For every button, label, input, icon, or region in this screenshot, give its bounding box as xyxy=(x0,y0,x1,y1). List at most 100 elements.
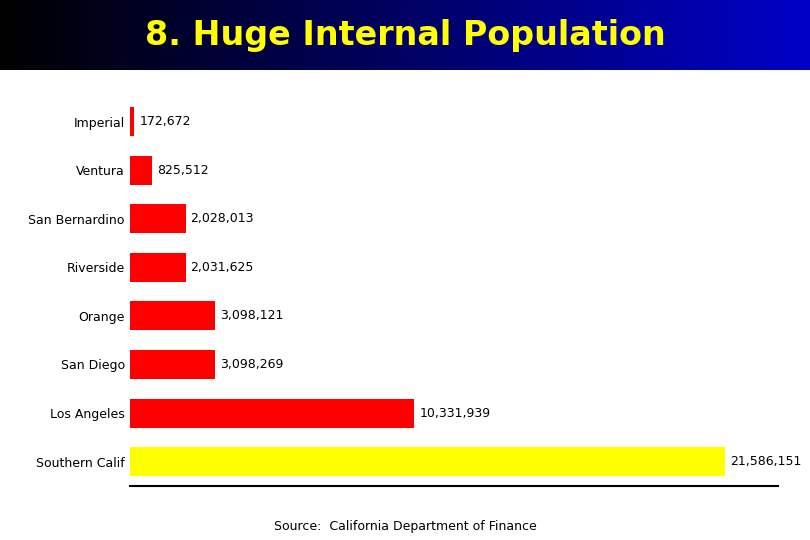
Bar xyxy=(194,0,200,70)
Bar xyxy=(300,0,305,70)
Bar xyxy=(340,0,346,70)
Bar xyxy=(182,0,188,70)
Bar xyxy=(648,0,654,70)
Bar xyxy=(130,0,135,70)
Bar xyxy=(713,0,718,70)
Bar xyxy=(644,0,650,70)
Bar xyxy=(53,0,58,70)
Bar xyxy=(316,0,322,70)
Bar xyxy=(478,0,484,70)
Bar xyxy=(425,0,431,70)
Bar xyxy=(324,0,330,70)
Bar xyxy=(166,0,172,70)
Bar xyxy=(798,0,804,70)
Bar xyxy=(360,0,366,70)
Bar xyxy=(688,0,694,70)
Bar xyxy=(579,0,585,70)
Bar xyxy=(737,0,743,70)
Bar xyxy=(186,0,192,70)
Bar xyxy=(263,0,269,70)
Bar xyxy=(158,0,164,70)
Text: 825,512: 825,512 xyxy=(157,164,209,177)
Bar xyxy=(142,0,147,70)
Bar xyxy=(134,0,139,70)
Bar xyxy=(227,0,232,70)
Bar xyxy=(130,399,415,428)
Bar xyxy=(130,301,215,330)
Text: 2,028,013: 2,028,013 xyxy=(190,212,254,225)
Bar xyxy=(284,0,289,70)
Text: Population, 2007
Southern California: Population, 2007 Southern California xyxy=(361,85,514,115)
Bar xyxy=(401,0,407,70)
Bar xyxy=(24,0,30,70)
Bar xyxy=(231,0,237,70)
Bar xyxy=(247,0,253,70)
Bar xyxy=(506,0,512,70)
Bar xyxy=(130,447,725,476)
Bar xyxy=(190,0,196,70)
Bar xyxy=(49,0,54,70)
Bar xyxy=(32,0,38,70)
Bar xyxy=(450,0,455,70)
Bar xyxy=(77,0,83,70)
Bar xyxy=(697,0,702,70)
Bar xyxy=(693,0,698,70)
Bar xyxy=(344,0,350,70)
Bar xyxy=(733,0,739,70)
Bar xyxy=(583,0,589,70)
Bar xyxy=(632,0,637,70)
Bar xyxy=(211,0,216,70)
Bar xyxy=(65,0,70,70)
Bar xyxy=(599,0,605,70)
Bar xyxy=(117,0,123,70)
Bar xyxy=(612,0,617,70)
Bar xyxy=(198,0,204,70)
Bar xyxy=(567,0,573,70)
Bar xyxy=(701,0,706,70)
Bar xyxy=(170,0,176,70)
Bar xyxy=(89,0,95,70)
Bar xyxy=(296,0,301,70)
Bar xyxy=(279,0,285,70)
Bar xyxy=(413,0,419,70)
Bar xyxy=(664,0,670,70)
Bar xyxy=(774,0,779,70)
Bar xyxy=(69,0,75,70)
Bar xyxy=(267,0,273,70)
Bar xyxy=(551,0,556,70)
Bar xyxy=(81,0,87,70)
Bar xyxy=(4,0,10,70)
Bar xyxy=(531,0,536,70)
Text: Source:  California Department of Finance: Source: California Department of Finance xyxy=(274,520,536,533)
Bar xyxy=(162,0,168,70)
Bar xyxy=(486,0,492,70)
Bar xyxy=(563,0,569,70)
Bar xyxy=(16,0,22,70)
Bar xyxy=(377,0,382,70)
Bar xyxy=(271,0,277,70)
Bar xyxy=(385,0,390,70)
Text: 10,331,939: 10,331,939 xyxy=(420,407,491,420)
Bar xyxy=(364,0,370,70)
Bar xyxy=(320,0,326,70)
Bar xyxy=(603,0,609,70)
Bar xyxy=(381,0,386,70)
Bar xyxy=(794,0,799,70)
Bar xyxy=(454,0,459,70)
Bar xyxy=(421,0,427,70)
Bar xyxy=(126,0,131,70)
Bar xyxy=(446,0,451,70)
Bar xyxy=(275,0,281,70)
Bar xyxy=(757,0,763,70)
Bar xyxy=(684,0,690,70)
Bar xyxy=(405,0,411,70)
Bar xyxy=(782,0,787,70)
Bar xyxy=(356,0,362,70)
Bar xyxy=(790,0,795,70)
Bar xyxy=(595,0,601,70)
Bar xyxy=(130,107,134,136)
Bar xyxy=(543,0,548,70)
Bar xyxy=(202,0,208,70)
Bar xyxy=(778,0,783,70)
Bar xyxy=(466,0,471,70)
